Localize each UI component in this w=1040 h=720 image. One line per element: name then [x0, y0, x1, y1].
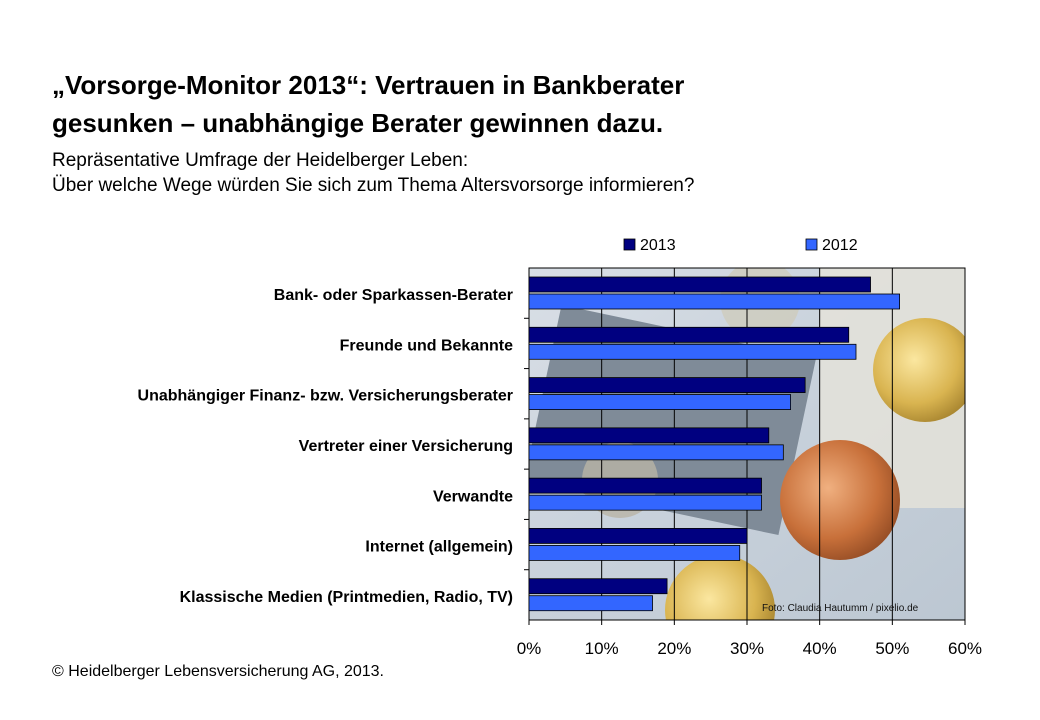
- bar-2013: [528, 477, 762, 494]
- x-tick-label: 50%: [875, 639, 909, 658]
- category-label: Unabhängiger Finanz- bzw. Versicherungsb…: [138, 388, 513, 405]
- x-tick-label: 30%: [730, 639, 764, 658]
- bar-2012: [528, 293, 901, 310]
- legend: 2013 2012: [623, 237, 858, 254]
- bar-2012: [528, 595, 653, 612]
- bar-2013: [528, 276, 871, 293]
- bar-2013: [528, 377, 806, 393]
- page-subtitle: Repräsentative Umfrage der Heidelberger …: [52, 148, 1012, 198]
- page-title: „Vorsorge-Monitor 2013“: Vertrauen in Ba…: [52, 66, 992, 142]
- x-tick-label: 20%: [657, 639, 691, 658]
- legend-label-2013: 2013: [640, 237, 676, 254]
- subtitle-line-2: Über welche Wege würden Sie sich zum The…: [52, 175, 695, 196]
- subtitle-line-1: Repräsentative Umfrage der Heidelberger …: [52, 150, 469, 171]
- copyright-footer: © Heidelberger Lebensversicherung AG, 20…: [52, 663, 384, 680]
- photo-credit: Foto: Claudia Hautumm / pixelio.de: [762, 603, 919, 614]
- category-label: Verwandte: [433, 488, 513, 505]
- bar-2013: [528, 578, 668, 595]
- bar-2012: [528, 394, 792, 410]
- title-line-2: gesunken – unabhängige Berater gewinnen …: [52, 108, 664, 138]
- bar-2012: [528, 494, 762, 511]
- bar-2012: [528, 545, 741, 561]
- category-label: Freunde und Bekannte: [340, 337, 513, 354]
- legend-swatch-2012: [805, 238, 818, 251]
- bar-2013: [528, 326, 850, 343]
- legend-label-2012: 2012: [822, 237, 858, 254]
- x-tick-label: 40%: [803, 639, 837, 658]
- bar-2012: [528, 444, 784, 461]
- x-tick-label: 60%: [948, 639, 982, 658]
- plot-frame: [528, 267, 966, 621]
- legend-swatch-2013: [623, 238, 636, 251]
- x-tick-label: 0%: [517, 639, 542, 658]
- category-label: Internet (allgemein): [365, 539, 513, 556]
- category-label: Vertreter einer Versicherung: [299, 438, 513, 455]
- bar-2013: [528, 427, 770, 444]
- category-label: Bank- oder Sparkassen-Berater: [274, 287, 513, 304]
- x-tick-label: 10%: [585, 639, 619, 658]
- bar-2013: [528, 528, 748, 544]
- category-label: Klassische Medien (Printmedien, Radio, T…: [180, 589, 513, 606]
- title-line-1: „Vorsorge-Monitor 2013“: Vertrauen in Ba…: [52, 70, 685, 100]
- bar-2012: [528, 343, 857, 360]
